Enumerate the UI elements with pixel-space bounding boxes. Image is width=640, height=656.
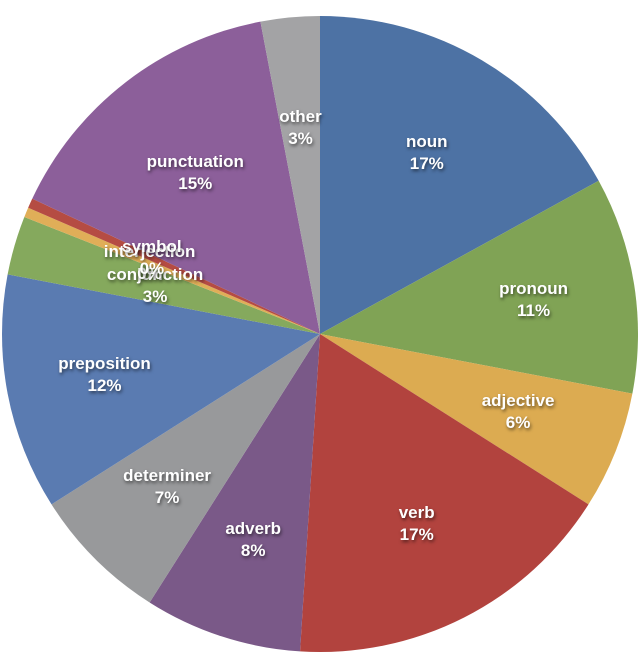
pie-slice-adjective xyxy=(320,334,633,505)
pie-slice-determiner xyxy=(51,334,320,603)
pie-slice-verb xyxy=(300,334,589,652)
pie-slice-symbol xyxy=(28,198,321,334)
pie-slice-adverb xyxy=(149,334,320,652)
pie-slice-interjection xyxy=(24,207,321,334)
pie-slice-punctuation xyxy=(32,21,320,334)
pie-slice-noun xyxy=(320,16,599,334)
pie-slice-pronoun xyxy=(320,180,639,394)
pie-slice-preposition xyxy=(1,274,320,505)
pie-slice-other xyxy=(260,16,320,334)
pie-slice-conjunction xyxy=(7,216,320,334)
